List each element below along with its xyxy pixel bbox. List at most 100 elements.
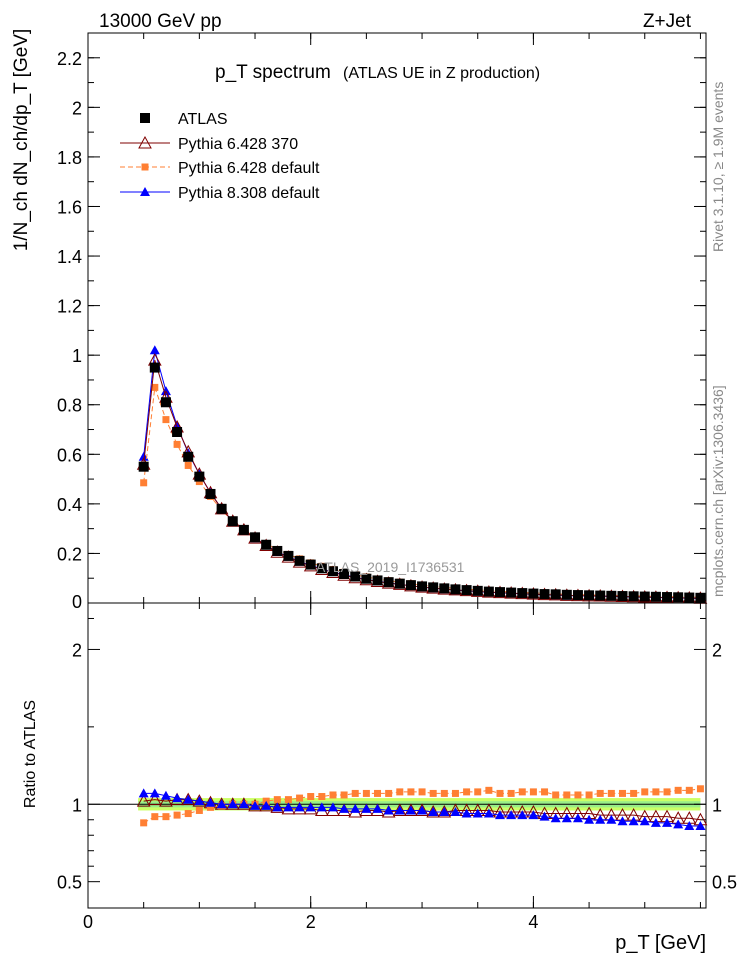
ratio-y-tick-label: 0.5 — [57, 873, 82, 893]
ratio-point-pythia-6-428-default — [296, 794, 304, 802]
watermark-label: ATLAS_2019_I1736531 — [316, 559, 465, 575]
ratio-point-pythia-6-428-default — [529, 788, 537, 796]
data-point-atlas — [160, 397, 171, 408]
ratio-point-pythia-8-308-default — [372, 803, 383, 813]
data-point-pythia-8-308-default — [149, 345, 160, 355]
ratio-point-pythia-6-428-default — [474, 788, 482, 796]
ratio-point-pythia-6-428-default — [329, 791, 337, 799]
data-point-atlas — [205, 488, 216, 499]
data-point-atlas — [238, 524, 249, 535]
data-point-atlas — [361, 573, 372, 584]
header-left-label: 13000 GeV pp — [99, 11, 222, 32]
ratio-point-pythia-8-308-default — [417, 805, 428, 815]
main-series-group — [136, 345, 708, 604]
data-point-atlas — [294, 555, 305, 566]
ratio-point-pythia-8-308-default — [350, 803, 361, 813]
ratio-point-pythia-6-428-default — [518, 788, 526, 796]
ratio-point-pythia-6-428-default — [195, 806, 203, 814]
ratio-point-pythia-6-428-default — [284, 796, 292, 804]
data-point-atlas — [327, 566, 338, 577]
ratio-point-pythia-6-428-default — [273, 796, 281, 804]
ratio-point-pythia-6-428-default — [596, 789, 604, 797]
side-label-mcplots: mcplots.cern.ch [arXiv:1306.3436] — [710, 385, 726, 597]
ratio-point-pythia-8-308-default — [394, 805, 405, 815]
ratio-point-pythia-8-308-default — [506, 810, 517, 820]
ratio-point-pythia-8-308-default — [472, 808, 483, 818]
ratio-y-tick-label: 2 — [72, 640, 82, 660]
data-point-atlas — [472, 585, 483, 596]
ratio-point-pythia-8-308-default — [149, 788, 160, 798]
ratio-point-pythia-6-428-default — [674, 786, 682, 794]
header-right-label: Z+Jet — [643, 11, 692, 32]
x-tick-label: 4 — [528, 912, 538, 932]
ratio-point-pythia-8-308-default — [461, 808, 472, 818]
data-point-atlas — [584, 590, 595, 601]
ratio-panel: 0.5 0.5 1 1 2 2 0 2 4 Ratio to ATLAS p_T [GeV] — [22, 602, 737, 954]
ratio-point-pythia-8-308-default — [617, 816, 628, 826]
main-y-axis-label: 1/N_ch dN_ch/dp_T [GeV] — [11, 29, 32, 252]
y-tick-label: 2.2 — [57, 49, 82, 69]
y-tick-label: 1.8 — [57, 148, 82, 168]
data-point-atlas — [662, 592, 673, 603]
ratio-point-pythia-8-308-default — [450, 807, 461, 817]
ratio-point-pythia-6-428-default — [140, 819, 148, 827]
data-point-atlas — [528, 588, 539, 599]
ratio-point-pythia-8-308-default — [183, 794, 194, 804]
data-point-atlas — [394, 578, 405, 589]
ratio-point-pythia-8-308-default — [361, 803, 372, 813]
ratio-point-pythia-8-308-default — [550, 813, 561, 823]
ratio-point-pythia-8-308-default — [250, 800, 261, 810]
ratio-y-tick-label-right: 1 — [712, 795, 722, 815]
data-point-atlas — [428, 582, 439, 593]
ratio-series-group — [136, 785, 708, 830]
ratio-point-pythia-8-308-default — [227, 799, 238, 809]
ratio-point-pythia-8-308-default — [205, 797, 216, 807]
ratio-point-pythia-6-428-default — [563, 791, 571, 799]
main-panel: 0.2 0.4 0.6 0.8 1 1.2 1.4 1.6 1.8 2 2.2 0 p_T spect… — [11, 29, 708, 612]
ratio-point-pythia-8-308-default — [172, 793, 183, 803]
ratio-point-pythia-8-308-default — [283, 802, 294, 812]
data-point-atlas — [250, 532, 261, 543]
data-point-pythia-6-428-default — [173, 440, 181, 448]
data-point-atlas — [572, 590, 583, 601]
ratio-point-pythia-8-308-default — [272, 802, 283, 812]
ratio-point-pythia-6-428-370 — [159, 794, 173, 807]
data-point-atlas — [316, 563, 327, 574]
data-point-atlas — [506, 587, 517, 598]
ratio-point-pythia-6-428-default — [184, 810, 192, 818]
chart-subtitle: (ATLAS UE in Z production) — [343, 65, 540, 82]
legend-label: Pythia 8.308 default — [178, 185, 320, 202]
data-point-atlas — [183, 451, 194, 462]
ratio-point-pythia-8-308-default — [650, 817, 661, 827]
data-point-atlas — [305, 559, 316, 570]
ratio-point-pythia-6-428-default — [173, 811, 181, 819]
ratio-point-pythia-8-308-default — [539, 811, 550, 821]
ratio-point-pythia-8-308-default — [695, 820, 706, 830]
ratio-point-pythia-8-308-default — [595, 814, 606, 824]
chart-title: p_T spectrum — [215, 62, 331, 83]
ratio-point-pythia-8-308-default — [261, 800, 272, 810]
ratio-plot-frame — [87, 602, 707, 909]
data-point-atlas — [283, 550, 294, 561]
ratio-point-pythia-6-428-default — [696, 785, 704, 793]
legend-label: Pythia 6.428 default — [178, 160, 320, 177]
data-point-atlas — [561, 589, 572, 600]
legend: ATLAS Pythia 6.428 370 Pythia 6.428 defaul… — [120, 111, 320, 202]
ratio-point-pythia-6-428-default — [318, 793, 326, 801]
data-point-atlas — [450, 584, 461, 595]
ratio-point-pythia-6-428-default — [496, 789, 504, 797]
ratio-axis-ticks: 0.5 0.5 1 1 2 2 0 2 4 — [57, 603, 737, 932]
data-point-atlas — [417, 581, 428, 592]
ratio-point-pythia-8-308-default — [528, 810, 539, 820]
data-point-atlas — [650, 591, 661, 602]
ratio-point-pythia-6-428-default — [362, 789, 370, 797]
data-point-atlas — [628, 591, 639, 602]
ratio-point-pythia-8-308-default — [316, 802, 327, 812]
data-point-atlas — [194, 471, 205, 482]
legend-marker — [141, 163, 149, 171]
ratio-point-pythia-6-428-default — [574, 791, 582, 799]
ratio-point-pythia-6-428-default — [652, 788, 660, 796]
ratio-point-pythia-6-428-default — [307, 793, 315, 801]
y-tick-label: 1 — [72, 346, 82, 366]
